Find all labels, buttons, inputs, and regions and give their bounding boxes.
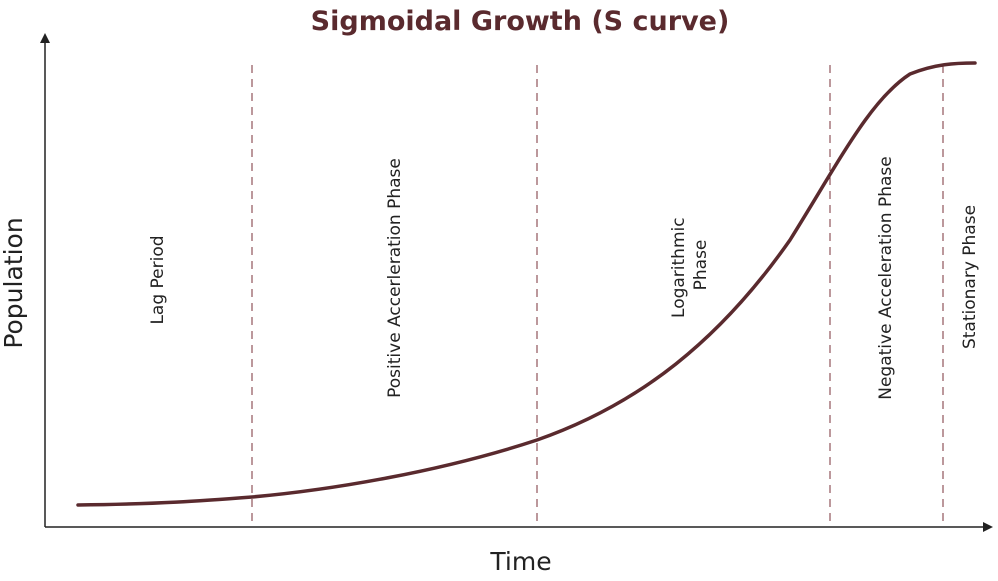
phase-label-logarithmic: Logarithmic Phase [669,212,711,318]
phase-label-line: Positive Accerleration Phase [385,158,405,398]
phase-label-stationary: Stationary Phase [960,205,980,349]
sigmoid-curve [76,61,977,507]
phase-label-negative-acceleration: Negative Acceleration Phase [876,156,896,400]
phase-label-lag: Lag Period [148,235,168,324]
phase-label-line: Negative Acceleration Phase [876,156,896,400]
phase-label-line: Stationary Phase [960,205,980,349]
phase-label-line: Lag Period [148,235,168,324]
diagram-title: Sigmoidal Growth (S curve) [311,6,730,37]
x-axis-label: Time [489,547,551,576]
y-axis-label: Population [0,217,28,348]
phase-label-positive-acceleration: Positive Accerleration Phase [385,158,405,398]
phase-label-line: Phase [691,240,711,291]
phase-label-line: Logarithmic [669,217,689,318]
